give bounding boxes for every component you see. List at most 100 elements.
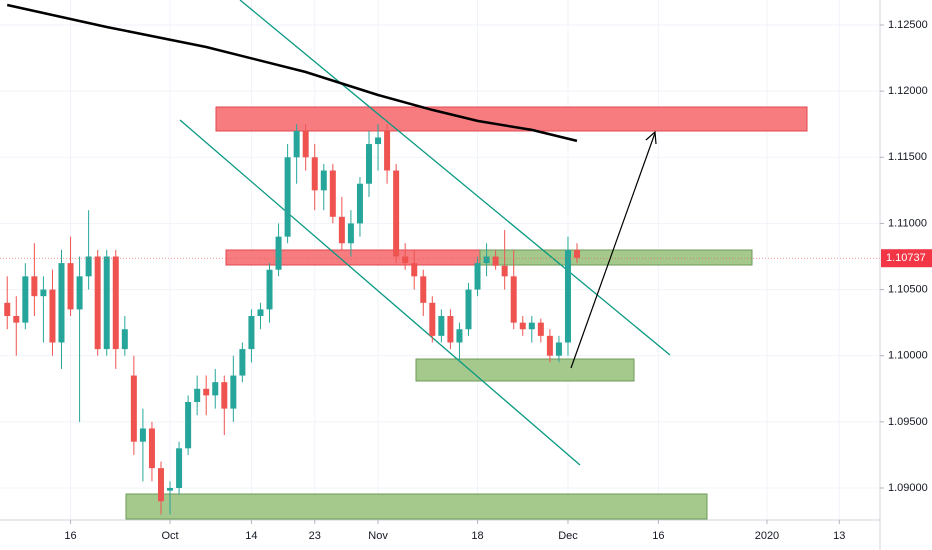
candle-body	[103, 256, 110, 350]
candle	[320, 163, 327, 211]
candle-body	[402, 256, 409, 264]
candle	[284, 144, 291, 244]
candle-body	[574, 249, 581, 258]
candle	[103, 249, 110, 356]
drawings	[125, 0, 808, 520]
trend-line	[179, 119, 581, 466]
candle-body	[58, 263, 65, 343]
candle-body	[67, 263, 74, 310]
pivot-zone-green	[479, 249, 753, 266]
candle	[22, 263, 29, 330]
candle-body	[302, 130, 309, 158]
candle	[275, 223, 282, 277]
y-tick-label: 1.10500	[888, 283, 928, 295]
y-tick-label: 1.11500	[888, 151, 927, 163]
arrow-head	[645, 130, 657, 145]
candle-body	[76, 276, 83, 310]
candle	[212, 368, 219, 409]
candle-body	[40, 289, 47, 297]
candle	[157, 461, 164, 515]
candle	[393, 163, 400, 264]
candle-body	[375, 137, 382, 145]
x-tick-label: 16	[64, 530, 76, 542]
candle-body	[393, 170, 400, 257]
y-tick-label: 1.12500	[888, 19, 928, 31]
candle-body	[139, 428, 146, 442]
candle-body	[284, 157, 291, 237]
candle-body	[528, 322, 535, 330]
candle-body	[546, 335, 553, 356]
candle	[302, 124, 309, 171]
bottom-zone	[125, 493, 708, 520]
candle	[13, 296, 20, 356]
candle	[239, 342, 246, 383]
candle	[474, 256, 481, 297]
candle	[375, 124, 382, 171]
candle-body	[311, 157, 318, 191]
candle-body	[22, 276, 29, 323]
x-tick-label: Dec	[558, 530, 578, 542]
y-tick-label: 1.10000	[888, 350, 928, 362]
candle-body	[366, 144, 373, 184]
axes: 1.12500 1.12000 1.11500 1.11000 1.10500 1.100…	[64, 19, 932, 542]
candle	[510, 249, 517, 330]
candle	[329, 163, 336, 224]
candle-body	[49, 289, 56, 343]
x-tick-label: 2020	[755, 530, 779, 542]
x-tick-label: 16	[652, 530, 664, 542]
candle	[402, 243, 409, 270]
candle-body	[338, 216, 345, 244]
candle-body	[157, 468, 164, 502]
candle-body	[194, 388, 201, 403]
y-tick-label: 1.11000	[888, 217, 927, 229]
candle	[501, 230, 508, 290]
marks	[0, 3, 880, 515]
candle	[420, 269, 427, 317]
support-zone	[415, 358, 635, 382]
candle-body	[4, 302, 11, 317]
candle-body	[257, 309, 264, 317]
candle	[139, 408, 146, 482]
candle-body	[31, 276, 38, 297]
candle	[537, 318, 544, 343]
x-tick-label: 14	[245, 530, 257, 542]
candle-body	[537, 322, 544, 336]
candle	[121, 316, 128, 356]
candle-body	[212, 382, 219, 396]
candle-body	[447, 316, 454, 343]
candle-body	[474, 263, 481, 290]
candle-body	[483, 256, 490, 264]
candle	[194, 375, 201, 416]
candle	[76, 256, 83, 422]
candle-body	[510, 276, 517, 323]
candle	[465, 282, 472, 336]
candle	[447, 309, 454, 350]
candle-body	[420, 276, 427, 303]
candle	[546, 329, 553, 363]
candle	[67, 236, 74, 317]
y-tick-label: 1.09500	[888, 416, 928, 428]
candle	[483, 243, 490, 277]
candle	[384, 124, 391, 184]
candle	[438, 309, 445, 343]
candle	[31, 243, 38, 317]
candle	[221, 375, 228, 436]
candle	[185, 395, 192, 455]
x-tick-label: Oct	[161, 530, 178, 542]
candle-body	[203, 388, 210, 396]
candle	[112, 249, 119, 369]
candle-body	[564, 249, 571, 343]
candle-body	[239, 349, 246, 376]
candle	[203, 375, 210, 416]
y-tick-label: 1.09000	[888, 482, 928, 494]
candle-body	[429, 302, 436, 336]
candle	[130, 355, 137, 455]
candle-body	[248, 316, 255, 350]
candle	[492, 249, 499, 270]
candle	[311, 144, 318, 211]
candle	[4, 276, 11, 330]
candle-body	[456, 329, 463, 343]
candle	[411, 249, 418, 290]
candle	[564, 236, 571, 356]
